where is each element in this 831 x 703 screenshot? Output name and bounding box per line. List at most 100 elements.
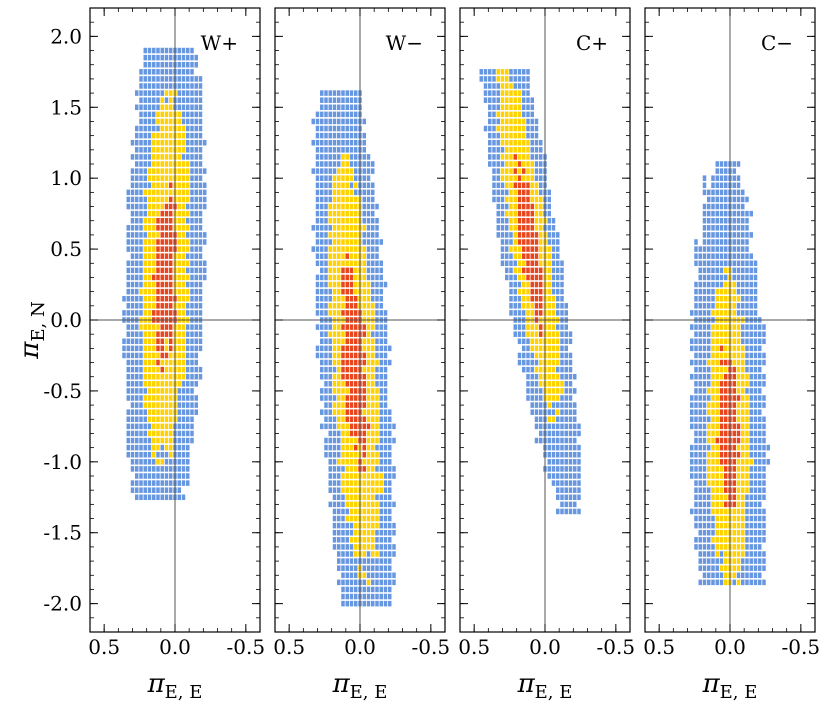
heatmap-cell — [345, 544, 349, 550]
heatmap-cell — [500, 132, 505, 139]
heatmap-cell — [139, 444, 143, 451]
heatmap-cell — [509, 203, 513, 210]
heatmap-cell — [341, 395, 345, 401]
heatmap-cell — [324, 388, 328, 394]
heatmap-cell — [741, 437, 745, 444]
heatmap-cell — [341, 586, 345, 593]
heatmap-cell — [534, 267, 539, 274]
heatmap-cell — [362, 402, 366, 408]
heatmap-cell — [160, 118, 164, 125]
heatmap-cell — [135, 388, 139, 394]
heatmap-cell — [186, 203, 190, 210]
heatmap-cell — [492, 189, 496, 196]
heatmap-cell — [349, 451, 354, 458]
heatmap-cell — [505, 253, 509, 259]
heatmap-cell — [568, 451, 573, 458]
heatmap-cell — [375, 395, 379, 401]
heatmap-cell — [758, 572, 762, 579]
heatmap-cell — [337, 217, 341, 224]
heatmap-cell — [324, 161, 328, 167]
heatmap-cell — [513, 217, 517, 224]
heatmap-cell — [715, 544, 719, 550]
heatmap-cell — [724, 253, 728, 259]
heatmap-cell — [517, 253, 522, 259]
heatmap-cell — [371, 529, 375, 536]
heatmap-cell — [156, 373, 160, 380]
heatmap-cell — [328, 104, 332, 111]
heatmap-cell — [324, 260, 328, 267]
heatmap-cell — [530, 210, 534, 217]
heatmap-cell — [328, 303, 332, 309]
heatmap-cell — [130, 246, 135, 252]
heatmap-cell — [496, 69, 500, 75]
heatmap-cell — [690, 395, 694, 401]
heatmap-cell — [745, 402, 749, 408]
heatmap-cell — [509, 154, 513, 160]
heatmap-cell — [194, 61, 198, 68]
heatmap-cell — [388, 522, 392, 529]
heatmap-cell — [164, 47, 169, 54]
heatmap-cell — [715, 494, 719, 501]
heatmap-cell — [177, 90, 181, 96]
heatmap-cell — [732, 203, 736, 210]
heatmap-cell — [164, 388, 169, 394]
heatmap-cell — [341, 232, 345, 238]
heatmap-cell — [526, 388, 530, 394]
heatmap-cell — [745, 246, 749, 252]
heatmap-cell — [156, 437, 160, 444]
heatmap-cell — [147, 111, 152, 118]
heatmap-cell — [332, 90, 337, 96]
heatmap-cell — [362, 352, 366, 359]
heatmap-cell — [156, 54, 160, 61]
heatmap-cell — [509, 232, 513, 238]
heatmap-cell — [324, 246, 328, 252]
heatmap-cell — [534, 147, 539, 153]
heatmap-cell — [534, 239, 539, 245]
heatmap-cell — [741, 451, 745, 458]
heatmap-cell — [194, 83, 198, 89]
heatmap-cell — [194, 168, 198, 174]
heatmap-cell — [135, 232, 139, 238]
heatmap-cell — [375, 480, 379, 486]
heatmap-cell — [388, 565, 392, 571]
heatmap-cell — [375, 295, 379, 302]
heatmap-cell — [160, 480, 164, 486]
heatmap-cell — [530, 373, 534, 380]
heatmap-cell — [362, 451, 366, 458]
heatmap-cell — [707, 395, 711, 401]
heatmap-cell — [753, 551, 758, 557]
heatmap-cell — [164, 175, 169, 181]
heatmap-cell — [702, 260, 707, 267]
heatmap-cell — [724, 409, 728, 415]
heatmap-cell — [147, 295, 152, 302]
heatmap-cell — [194, 161, 198, 167]
heatmap-cell — [715, 402, 719, 408]
heatmap-cell — [694, 444, 698, 451]
heatmap-cell — [328, 501, 332, 508]
heatmap-cell — [135, 175, 139, 181]
heatmap-cell — [534, 168, 539, 174]
heatmap-cell — [147, 274, 152, 281]
heatmap-cell — [375, 515, 379, 522]
heatmap-cell — [375, 260, 379, 267]
heatmap-cell — [152, 466, 156, 472]
heatmap-cell — [711, 522, 715, 529]
heatmap-cell — [139, 274, 143, 281]
heatmap-cell — [371, 281, 375, 288]
heatmap-cell — [337, 565, 341, 571]
heatmap-cell — [741, 253, 745, 259]
heatmap-cell — [513, 267, 517, 274]
heatmap-cell — [388, 515, 392, 522]
heatmap-cell — [320, 154, 324, 160]
heatmap-cell — [366, 544, 371, 550]
heatmap-cell — [345, 132, 349, 139]
heatmap-cell — [194, 104, 198, 111]
heatmap-cell — [126, 281, 130, 288]
heatmap-cell — [560, 267, 564, 274]
heatmap-cell — [753, 366, 758, 373]
heatmap-cell — [337, 118, 341, 125]
heatmap-cell — [724, 267, 728, 274]
heatmap-cell — [177, 182, 181, 189]
heatmap-cell — [513, 147, 517, 153]
heatmap-cell — [522, 76, 526, 82]
